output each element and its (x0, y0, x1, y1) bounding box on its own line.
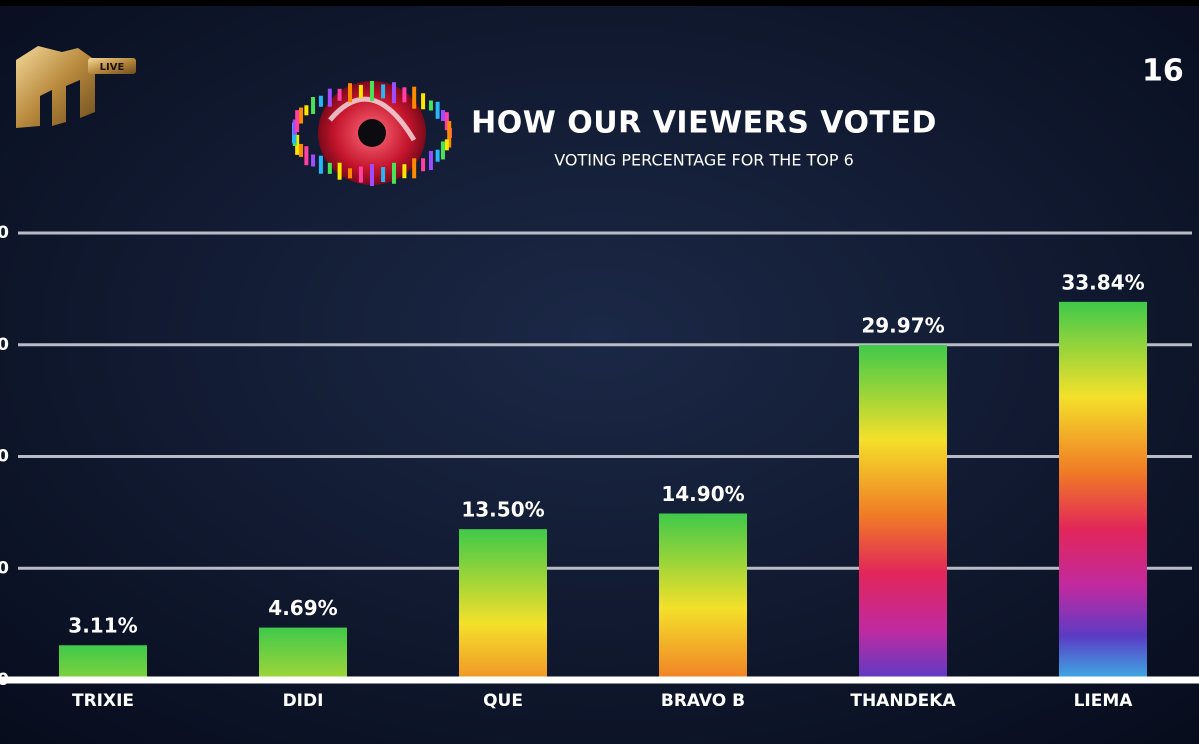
eye-bar (444, 139, 449, 151)
eye-bar (337, 162, 342, 180)
value-label: 29.97% (861, 314, 944, 338)
value-label: 14.90% (661, 482, 744, 506)
x-tick-label: DIDI (283, 691, 324, 711)
eye-bar (421, 93, 426, 110)
value-label: 33.84% (1061, 270, 1144, 294)
eye-bar (327, 88, 332, 107)
bar (859, 345, 947, 680)
eye-bar (412, 86, 417, 109)
eye-bar (299, 143, 304, 157)
eye-bar (381, 167, 386, 183)
eye-bar (311, 154, 316, 167)
eye-bar (444, 112, 449, 131)
eye-bar (348, 83, 353, 103)
eye-bar (304, 105, 309, 116)
x-tick-label: TRIXIE (72, 691, 134, 711)
eye-bar (327, 162, 332, 174)
eye-logo (292, 81, 452, 186)
eye-bar (402, 87, 407, 103)
eye-bar (358, 166, 363, 183)
value-label: 4.69% (268, 596, 337, 620)
y-tick-label: 20 (0, 447, 9, 467)
eye-bar (358, 84, 363, 98)
x-tick-label: THANDEKA (850, 691, 956, 711)
bar (59, 645, 147, 680)
eye-bar (440, 141, 445, 160)
live-badge: LIVE (100, 62, 125, 73)
bar (1059, 301, 1147, 680)
eye-bar (447, 130, 452, 148)
value-label: 13.50% (461, 498, 544, 522)
chart-title: HOW OUR VIEWERS VOTED (471, 106, 937, 141)
eye-bar (295, 110, 300, 133)
top-border (0, 0, 1199, 6)
x-tick-label: BRAVO B (661, 691, 745, 711)
eye-bar (318, 155, 323, 174)
bar (659, 513, 747, 680)
eye-bar (421, 158, 426, 172)
chart-subtitle: VOTING PERCENTAGE FOR THE TOP 6 (554, 151, 854, 170)
eye-bar (435, 149, 440, 162)
eye-bar (318, 95, 323, 107)
eye-bar (381, 84, 386, 99)
eye-bar (304, 146, 309, 166)
channel-number: 16 (1142, 54, 1184, 89)
eye-bar (391, 162, 396, 184)
value-label: 3.11% (68, 614, 137, 638)
eye-bar (435, 101, 440, 119)
eye-bar (428, 100, 433, 111)
eye-bar (391, 82, 396, 104)
eye-bar (447, 121, 452, 134)
y-tick-label: 40 (0, 223, 9, 243)
eye-bar (292, 119, 297, 135)
y-tick-label: 30 (0, 335, 9, 355)
eye-bar (348, 168, 353, 179)
eye-bar (402, 164, 407, 179)
channel-logo: LIVE (16, 46, 136, 128)
eye-bar (428, 151, 433, 171)
y-tick-label: 10 (0, 558, 9, 578)
eye-bar (311, 96, 316, 114)
eye-bar (440, 110, 445, 122)
eye-bar (299, 107, 304, 124)
eye-bar (370, 164, 374, 186)
bar (459, 529, 547, 680)
bar (259, 627, 347, 680)
eye-bar (337, 88, 342, 101)
eye-bar (370, 81, 374, 101)
eye-bar (295, 134, 300, 155)
x-tick-label: LIEMA (1074, 691, 1134, 711)
x-tick-label: QUE (483, 691, 523, 711)
eye-bar (412, 158, 417, 179)
